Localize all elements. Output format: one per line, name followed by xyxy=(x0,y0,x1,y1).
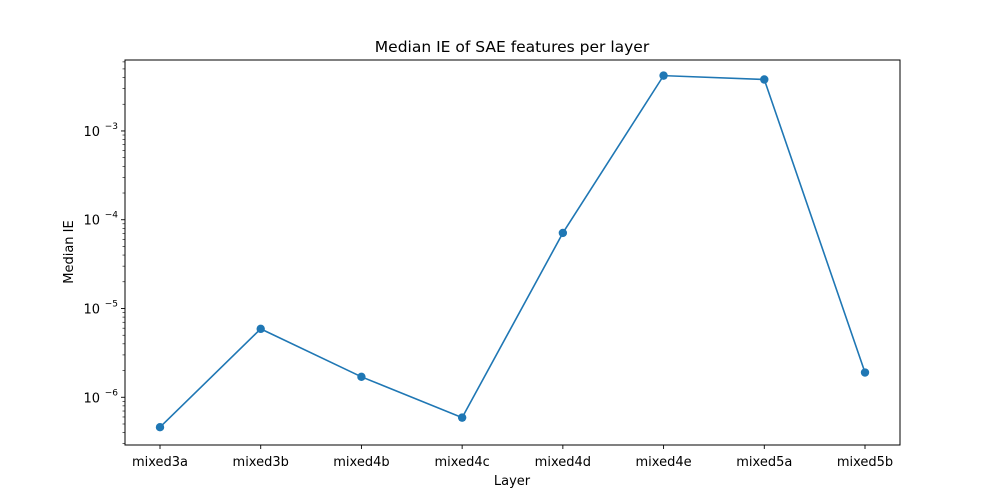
data-point xyxy=(155,423,165,432)
y-tick-base: 10 xyxy=(83,125,100,140)
y-tick-label: 10 xyxy=(83,214,100,229)
x-tick-label: mixed5a xyxy=(736,455,792,470)
chart-title: Median IE of SAE features per layer xyxy=(375,38,650,56)
plot-series xyxy=(155,71,870,432)
data-point xyxy=(256,324,265,334)
series-line xyxy=(159,74,866,428)
y-tick-label: 10 xyxy=(83,391,100,406)
data-point xyxy=(457,413,467,422)
y-tick-base: 10 xyxy=(83,303,100,318)
x-tick-label: mixed4b xyxy=(333,455,389,470)
data-point xyxy=(558,228,568,238)
data-point xyxy=(860,368,870,377)
data-point xyxy=(760,75,769,84)
y-tick-exponent: −3 xyxy=(105,122,118,132)
x-tick-label: mixed3a xyxy=(132,455,188,470)
y-tick-exponent: −5 xyxy=(105,300,118,310)
y-tick-base: 10 xyxy=(83,214,100,229)
y-tick-label: 10 xyxy=(83,303,100,318)
y-axis: 10 −6 10 −5 10 −4 10 −3 xyxy=(83,61,125,444)
data-point xyxy=(659,71,668,80)
x-axis-label: Layer xyxy=(494,474,531,489)
y-axis-label: Median IE xyxy=(62,220,77,283)
x-tick-label: mixed4d xyxy=(535,455,591,470)
x-tick-label: mixed3b xyxy=(233,455,289,470)
y-tick-label: 10 xyxy=(83,125,100,140)
x-axis: mixed3a mixed3b mixed4b mixed4c mixed4d mixed… xyxy=(132,445,893,470)
y-tick-base: 10 xyxy=(83,391,100,406)
x-tick-label: mixed5b xyxy=(837,455,893,470)
x-tick-label: mixed4c xyxy=(435,455,490,470)
x-tick-label: mixed4e xyxy=(636,455,692,470)
plot-frame xyxy=(124,59,901,446)
y-tick-exponent: −4 xyxy=(105,211,119,221)
y-tick-exponent: −6 xyxy=(105,388,119,398)
data-point xyxy=(357,372,366,382)
